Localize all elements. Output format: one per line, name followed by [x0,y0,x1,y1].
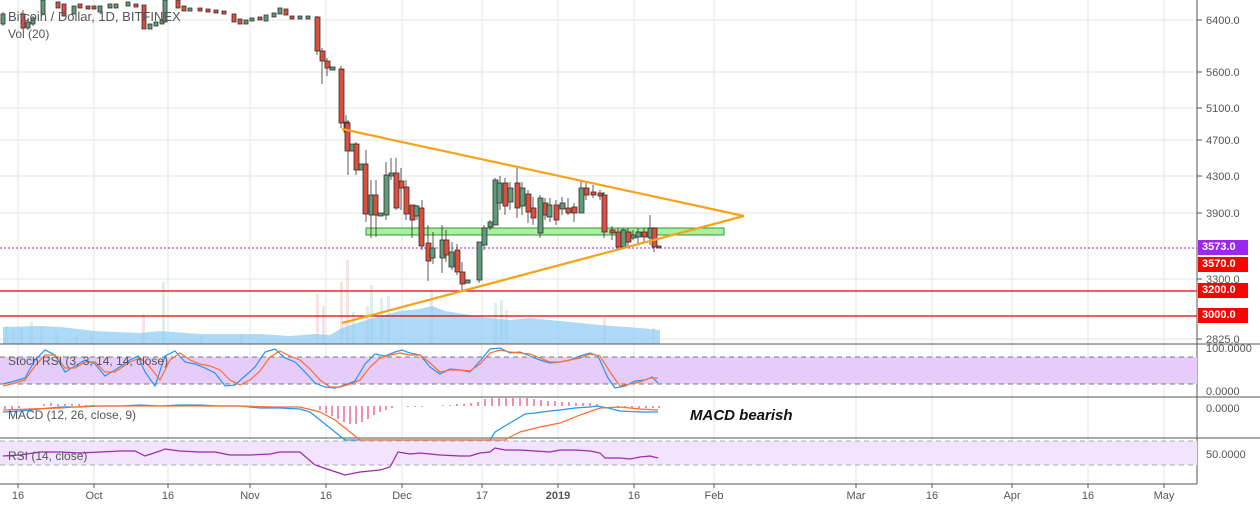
tick-5600: 5600.0 [1206,67,1240,79]
tick-macd-0: 0.0000 [1206,403,1240,415]
lower-trendline [341,214,745,325]
xtick-13: 16 [1082,490,1094,502]
tick-2825: 2825.0 [1206,334,1240,346]
support-zone[interactable] [365,227,725,236]
xtick-3: Nov [240,490,260,502]
xtick-4: 16 [320,490,332,502]
tick-rsi-50: 50.0000 [1206,449,1246,461]
macd-legend[interactable]: MACD (12, 26, close, 9) [8,408,137,422]
level-3000-label: 3000.0 [1198,308,1248,323]
xtick-5: Dec [392,490,412,502]
xtick-14: May [1154,490,1175,502]
symbol-title[interactable]: Bitcoin / Dollar, 1D, BITFINEX [8,9,181,24]
triangle-pattern[interactable] [341,127,745,325]
volume-legend[interactable]: Vol (20) [8,27,50,41]
tick-4300: 4300.0 [1206,171,1240,183]
tick-4700: 4700.0 [1206,135,1240,147]
vertical-grid [17,0,1165,484]
stoch-rsi-band [0,357,1197,384]
xtick-6: 17 [476,490,488,502]
volume-ma-area [3,306,660,344]
tick-stoch-0: 0.0000 [1206,386,1240,398]
time-axis[interactable]: 16 Oct 16 Nov 16 Dec 17 2019 16 Feb Mar … [12,484,1175,502]
pane-separators [0,0,1260,485]
xtick-2: 16 [162,490,174,502]
xtick-7: 2019 [546,490,570,502]
xtick-8: 16 [628,490,640,502]
stoch-rsi-legend[interactable]: Stoch RSI (3, 3, 14, 14, close) [8,354,169,368]
level-3200-label: 3200.0 [1198,283,1248,298]
xtick-10: Mar [847,490,866,502]
xtick-1: Oct [85,490,102,502]
xtick-9: Feb [705,490,724,502]
tick-5100: 5100.0 [1206,103,1240,115]
upper-trendline [341,127,745,218]
horizontal-grid [0,19,1197,340]
stoch-d-line [2,349,658,388]
tick-stoch-100: 100.0000 [1206,343,1252,355]
xtick-11: 16 [926,490,938,502]
xtick-0: 16 [12,490,24,502]
current-price-label: 3573.0 [1198,240,1248,255]
rsi-line [2,447,659,476]
candlesticks [0,0,662,290]
macd-signal-line [2,405,659,441]
macd-bearish-annotation[interactable]: MACD bearish [690,407,793,424]
tick-3900: 3900.0 [1206,208,1240,220]
tick-6400: 6400.0 [1206,15,1240,27]
xtick-12: Apr [1003,490,1020,502]
rsi-legend[interactable]: RSI (14, close) [8,449,88,463]
price-axis[interactable]: 6400.0 5600.0 5100.0 4700.0 4300.0 3900.… [1197,15,1252,461]
last-close-label: 3570.0 [1198,257,1248,272]
